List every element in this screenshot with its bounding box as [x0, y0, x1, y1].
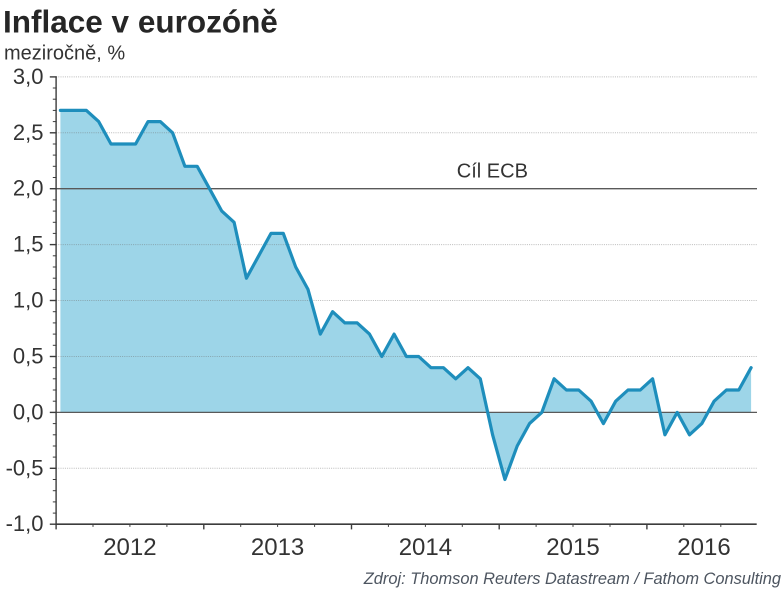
svg-text:2,5: 2,5	[13, 120, 44, 145]
svg-text:Inflace v eurozóně: Inflace v eurozóně	[3, 4, 278, 40]
svg-text:1,5: 1,5	[13, 232, 44, 257]
svg-text:-0,5: -0,5	[6, 455, 44, 480]
svg-text:2012: 2012	[103, 534, 156, 561]
svg-text:0,0: 0,0	[13, 399, 44, 424]
svg-text:-1,0: -1,0	[6, 511, 44, 536]
svg-text:2016: 2016	[677, 534, 730, 561]
svg-text:Zdroj: Thomson Reuters Datastr: Zdroj: Thomson Reuters Datastream / Fath…	[363, 570, 781, 588]
svg-text:meziročně, %: meziročně, %	[4, 42, 125, 64]
svg-text:3,0: 3,0	[13, 64, 44, 89]
svg-text:Cíl ECB: Cíl ECB	[457, 160, 528, 182]
svg-text:2015: 2015	[546, 534, 599, 561]
svg-text:1,0: 1,0	[13, 288, 44, 313]
svg-text:2,0: 2,0	[13, 176, 44, 201]
svg-text:2014: 2014	[399, 534, 452, 561]
svg-text:0,5: 0,5	[13, 344, 44, 369]
svg-text:2013: 2013	[251, 534, 304, 561]
